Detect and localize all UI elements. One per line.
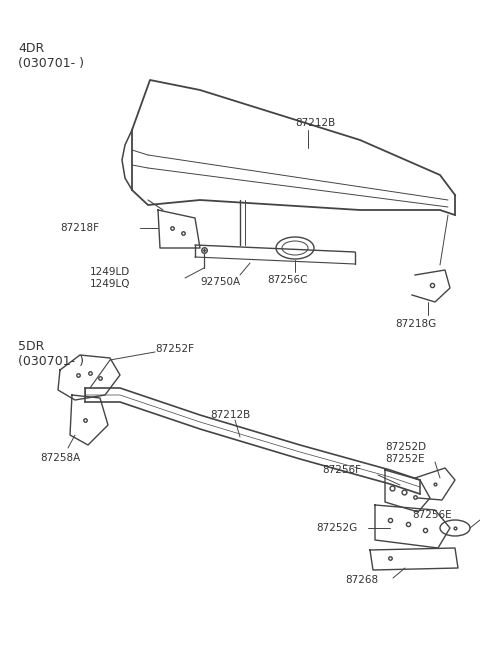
Text: 87212B: 87212B (295, 118, 335, 128)
Text: 87218F: 87218F (60, 223, 99, 233)
Text: 87256C: 87256C (267, 275, 308, 285)
Text: 87258A: 87258A (40, 453, 80, 463)
Text: 87252G: 87252G (316, 523, 357, 533)
Text: 87252F: 87252F (155, 344, 194, 354)
Text: 4DR
(030701- ): 4DR (030701- ) (18, 42, 84, 70)
Text: 87218G: 87218G (395, 319, 436, 329)
Text: 87256F: 87256F (322, 465, 361, 475)
Text: 87212B: 87212B (210, 410, 250, 420)
Text: 92750A: 92750A (200, 277, 240, 287)
Text: 87256E: 87256E (412, 510, 452, 520)
Text: 87252D
87252E: 87252D 87252E (385, 442, 426, 464)
Text: 87268: 87268 (345, 575, 378, 585)
Text: 1249LD
1249LQ: 1249LD 1249LQ (90, 267, 131, 290)
Text: 5DR
(030701- ): 5DR (030701- ) (18, 340, 84, 368)
